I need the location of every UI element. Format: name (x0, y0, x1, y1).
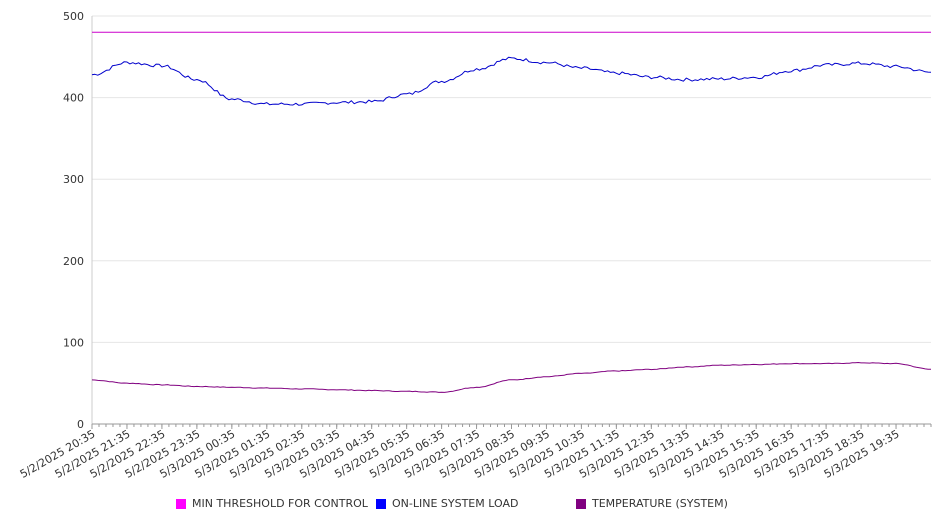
y-tick-labels: 0 100 200 300 400 500 (63, 10, 84, 431)
y-tick-label: 300 (63, 173, 84, 186)
legend-label-temperature: TEMPERATURE (SYSTEM) (592, 497, 728, 510)
y-tick-label: 200 (63, 255, 84, 268)
legend-item-system-load: ON-LINE SYSTEM LOAD (376, 497, 518, 510)
legend: MIN THRESHOLD FOR CONTROL ON-LINE SYSTEM… (0, 497, 946, 513)
y-tick-label: 100 (63, 336, 84, 349)
legend-label-threshold: MIN THRESHOLD FOR CONTROL (192, 497, 368, 510)
legend-swatch-system-load (376, 498, 386, 509)
axes (91, 16, 932, 429)
y-tick-label: 400 (63, 92, 84, 105)
legend-item-threshold: MIN THRESHOLD FOR CONTROL (176, 497, 368, 510)
series-line-temperature (91, 362, 932, 393)
x-tick-labels: 5/2/2025 20:355/2/2025 21:355/2/2025 22:… (18, 427, 902, 481)
grid-lines (92, 15, 931, 343)
series-line-system-load (91, 56, 932, 106)
legend-swatch-temperature (576, 498, 586, 509)
legend-label-system-load: ON-LINE SYSTEM LOAD (392, 497, 519, 510)
legend-swatch-threshold (176, 498, 186, 509)
y-tick-label: 0 (77, 418, 84, 431)
y-tick-label: 500 (63, 10, 84, 23)
series-lines (91, 31, 932, 393)
legend-item-temperature: TEMPERATURE (SYSTEM) (576, 497, 728, 510)
